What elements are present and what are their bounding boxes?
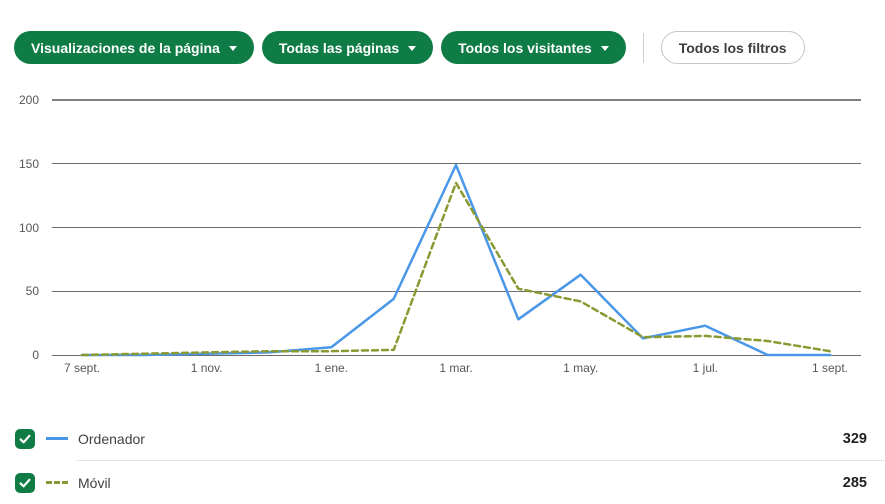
series-line-ordenador — [80, 163, 832, 357]
plot-area — [80, 163, 832, 357]
x-axis-label: 1 sept. — [811, 361, 849, 375]
gridline — [52, 227, 861, 228]
y-axis-label: 50 — [25, 284, 39, 299]
legend-row-ordenador: Ordenador 329 — [0, 417, 885, 460]
filter-bar: Visualizaciones de la página Todas las p… — [14, 31, 871, 64]
filter-bar-divider — [642, 32, 644, 63]
ordenador-line-swatch — [46, 437, 68, 440]
visitors-filter-dropdown[interactable]: Todos los visitantes — [441, 31, 626, 64]
visitors-filter-label: Todos los visitantes — [458, 39, 592, 56]
x-axis-label: 1 jul. — [692, 361, 718, 375]
x-axis-label: 7 sept. — [63, 361, 101, 375]
movil-checkbox[interactable] — [15, 472, 35, 493]
chart-legend: Ordenador 329 Móvil 285 — [0, 417, 885, 504]
legend-divider — [77, 460, 885, 461]
metric-filter-dropdown[interactable]: Visualizaciones de la página — [14, 31, 254, 64]
y-axis-label: 150 — [18, 156, 39, 171]
checkmark-icon — [19, 434, 31, 443]
pages-filter-label: Todas las páginas — [278, 39, 400, 56]
chevron-down-icon — [228, 46, 237, 51]
y-axis-label: 100 — [18, 220, 39, 235]
legend-label: Móvil — [78, 474, 111, 491]
chevron-down-icon — [600, 46, 609, 51]
x-axis-label: 1 nov. — [190, 361, 223, 375]
metric-filter-label: Visualizaciones de la página — [31, 39, 220, 56]
x-axis-label: 1 may. — [563, 361, 599, 375]
chevron-down-icon — [408, 46, 417, 51]
x-axis-label: 1 mar. — [439, 361, 473, 375]
legend-total: 329 — [842, 430, 867, 447]
series-line-móvil — [80, 181, 832, 357]
y-axis-label: 200 — [18, 93, 39, 107]
x-axis-label: 1 ene. — [314, 361, 349, 375]
gridline — [52, 354, 861, 356]
movil-line-swatch — [46, 481, 68, 484]
all-filters-button[interactable]: Todos los filtros — [660, 31, 805, 64]
checkmark-icon — [19, 478, 31, 487]
all-filters-label: Todos los filtros — [678, 39, 787, 56]
legend-label: Ordenador — [78, 430, 145, 447]
y-axis-label: 0 — [32, 348, 39, 362]
legend-total: 285 — [842, 474, 867, 491]
legend-row-movil: Móvil 285 — [0, 461, 885, 504]
gridline — [52, 163, 861, 165]
ordenador-checkbox[interactable] — [15, 428, 35, 449]
pages-filter-dropdown[interactable]: Todas las páginas — [261, 31, 434, 64]
gridline — [52, 99, 861, 101]
gridline — [52, 290, 861, 292]
